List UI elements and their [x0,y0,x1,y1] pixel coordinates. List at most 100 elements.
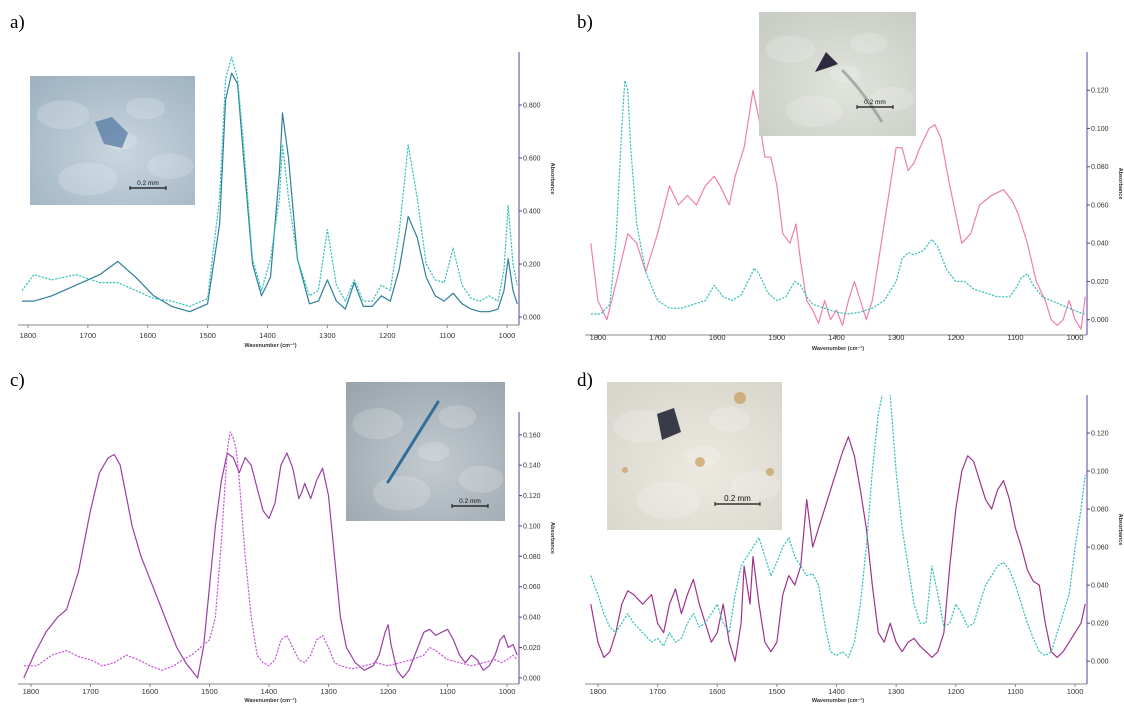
inset-texture [125,97,166,120]
y-tick-label: 0.100 [1091,469,1109,476]
x-tick-label: 1000 [499,331,516,340]
x-tick-label: 1200 [947,687,964,696]
y-tick-label: 0.000 [1091,659,1109,666]
x-tick-label: 1100 [1007,333,1023,342]
x-tick-label: 1400 [828,687,845,696]
x-tick-label: 1000 [1067,687,1084,696]
x-axis-title: Wavenumber (cm⁻¹) [244,342,296,349]
inset-mineral-spot [766,468,774,476]
particle-chip [657,408,681,440]
x-tick-label: 1200 [379,331,396,340]
x-tick-label: 1200 [947,333,964,342]
inset-texture [685,445,721,467]
y-tick-label: 0.400 [523,209,541,216]
y-tick-label: 0.100 [1091,126,1109,133]
panel-label: d) [577,370,593,391]
x-tick-label: 1600 [709,333,726,342]
x-tick-label: 1700 [649,687,666,696]
microscope-inset: 0.2 mm [346,382,505,521]
panel-a: a) 1800 1700 1600 1500 1400 1300 1200 1100 1000 Wa… [10,12,555,349]
y-axis-title: Absorbance [1117,168,1123,200]
x-tick-label: 1500 [769,687,786,696]
inset-texture [850,32,888,54]
inset-texture [785,95,843,127]
x-tick-label: 1200 [380,687,397,696]
y-tick-label: 0.040 [1091,583,1109,590]
inset-mineral-spot [695,457,705,467]
panel-b: b) 1800 1700 1600 1500 1400 1300 1200 1100 1000 Wa… [577,12,1123,352]
spectrum-line-2 [23,431,518,671]
scale-bar-label: 0.2 mm [724,494,751,503]
x-tick-label: 1400 [261,687,278,696]
inset-mineral-spot [622,467,628,473]
inset-groove [840,68,884,123]
x-tick-label: 1800 [590,687,607,696]
x-tick-label: 1700 [80,331,97,340]
x-tick-label: 1100 [1007,687,1023,696]
x-tick-label: 1600 [142,687,159,696]
y-tick-label: 0.160 [523,432,541,439]
particle-shard [815,52,838,72]
inset-texture [614,409,670,443]
x-axis-title: Wavenumber (cm⁻¹) [244,697,296,704]
x-tick-label: 1300 [888,333,905,342]
x-axis-title: Wavenumber (cm⁻¹) [812,697,864,704]
inset-texture [373,475,431,511]
spectrum-line-1 [590,89,1086,330]
inset-texture [708,406,751,432]
y-tick-label: 0.060 [1091,545,1109,552]
inset-background [607,382,782,530]
microscope-inset: 0.2 mm [607,382,782,530]
y-tick-label: 0.120 [1091,431,1109,438]
x-tick-label: 1700 [649,333,666,342]
x-tick-label: 1500 [769,333,786,342]
inset-texture [636,481,700,520]
x-tick-label: 1000 [499,687,516,696]
panel-d: d) 1800 1700 1600 1500 1400 1300 1200 1100 1000 Wa… [577,370,1123,704]
inset-texture [352,408,404,440]
y-tick-label: 0.060 [1091,202,1109,209]
y-tick-label: 0.080 [1091,507,1109,514]
inset-texture [36,100,90,130]
x-tick-label: 1800 [590,333,607,342]
spectrum-line-2 [590,80,1086,315]
spectra-lines [590,395,1086,662]
particle-flake [95,117,128,148]
panel-label: b) [577,12,593,33]
x-tick-label: 1100 [439,331,455,340]
inset-texture [417,441,450,462]
y-tick-label: 0.000 [523,315,541,322]
spectrum-line-1 [23,452,518,679]
inset-texture [765,35,816,64]
y-tick-label: 0.800 [523,103,541,110]
y-tick-label: 0.200 [523,262,541,269]
y-tick-label: 0.140 [523,463,541,470]
panel-c: c) 1800 1700 1600 1500 1400 1300 1200 1100 1000 Wa… [10,370,555,704]
inset-background [759,12,916,136]
spectra-lines [23,431,518,679]
y-tick-label: 0.060 [523,584,541,591]
x-tick-label: 1400 [828,333,845,342]
spectra-lines [590,80,1086,330]
y-tick-label: 0.080 [1091,164,1109,171]
x-tick-label: 1300 [319,331,336,340]
inset-texture [731,471,781,501]
x-tick-label: 1000 [1067,333,1084,342]
inset-mineral-spot [734,392,746,404]
y-tick-label: 0.120 [523,493,541,500]
panel-label: c) [10,370,25,391]
x-tick-label: 1700 [82,687,99,696]
scale-bar-label: 0.2 mm [137,180,159,187]
inset-texture [438,405,477,429]
spectrum-line-1 [22,72,518,313]
x-tick-label: 1500 [201,687,218,696]
inset-texture [870,86,915,111]
microscope-inset: 0.2 mm [30,76,195,205]
x-tick-label: 1100 [440,687,456,696]
inset-texture [147,153,194,179]
y-tick-label: 0.040 [523,615,541,622]
spectrum-line-2 [590,395,1086,658]
y-tick-label: 0.020 [1091,621,1109,628]
panel-label: a) [10,12,25,33]
